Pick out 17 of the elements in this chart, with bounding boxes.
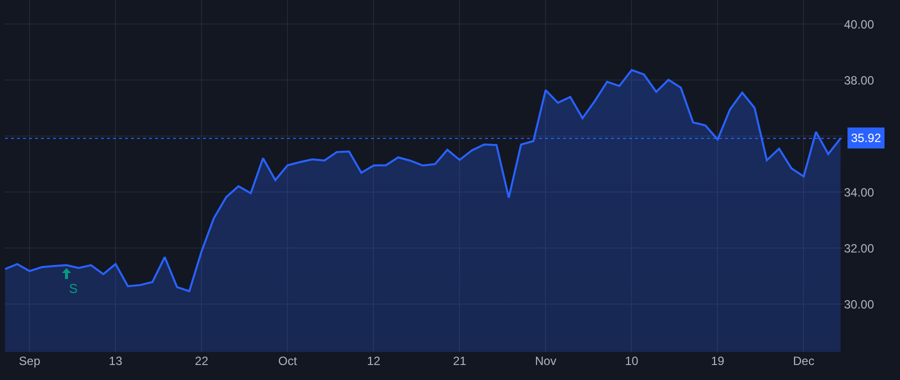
ref-line-label: 35.92 — [851, 131, 882, 145]
y-tick-label: 40.00 — [844, 17, 874, 32]
x-tick-label: 12 — [366, 354, 381, 368]
y-tick-label: 34.00 — [844, 185, 874, 200]
x-tick-label: 21 — [452, 354, 467, 368]
y-tick-label: 30.00 — [844, 297, 874, 312]
y-tick-label: 38.00 — [844, 73, 874, 88]
annotation: S — [69, 281, 78, 296]
y-tick-label: 32.00 — [844, 241, 874, 256]
x-tick-label: Nov — [534, 354, 556, 368]
x-tick-label: 13 — [108, 354, 123, 368]
x-tick-label: Oct — [278, 354, 298, 368]
x-tick-label: Sep — [18, 354, 41, 368]
x-tick-label: 10 — [624, 354, 639, 368]
x-tick-label: 22 — [194, 354, 209, 368]
x-tick-label: Dec — [793, 354, 814, 368]
x-tick-label: 19 — [710, 354, 725, 368]
